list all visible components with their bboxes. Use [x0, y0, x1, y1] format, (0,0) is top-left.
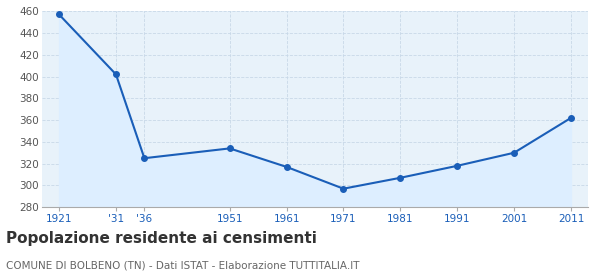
- Text: Popolazione residente ai censimenti: Popolazione residente ai censimenti: [6, 231, 317, 246]
- Text: COMUNE DI BOLBENO (TN) - Dati ISTAT - Elaborazione TUTTITALIA.IT: COMUNE DI BOLBENO (TN) - Dati ISTAT - El…: [6, 260, 359, 270]
